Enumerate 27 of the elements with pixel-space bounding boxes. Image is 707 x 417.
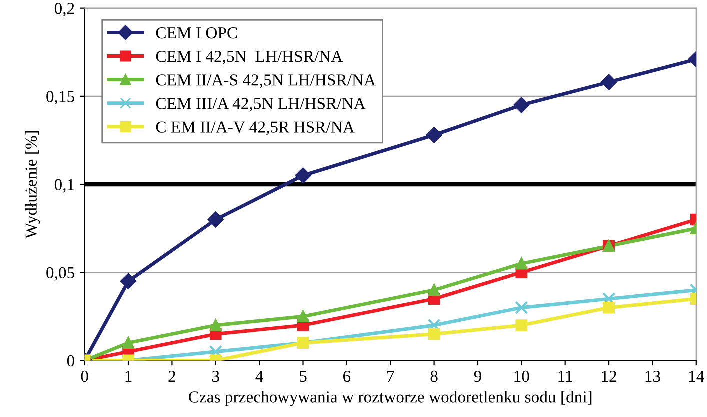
y-tick-label: 0,05	[46, 267, 74, 281]
y-tick-label: 0,2	[54, 3, 74, 17]
x-axis-title: Czas przechowywania w roztworze wodoretlenku sodu [dni]	[189, 391, 592, 406]
legend-label: CEM I 42,5N LH/HSR/NA	[156, 51, 344, 65]
y-axis-title: Wydłużenie [%]	[25, 131, 40, 239]
legend-label: CEM II/A-S 42,5N LH/HSR/NA	[156, 74, 376, 88]
x-tick-label: 7	[388, 371, 394, 382]
x-tick-label: 14	[690, 370, 704, 382]
x-tick-label: 10	[514, 370, 530, 382]
x-tick-label: 12	[602, 370, 616, 382]
x-tick-label: 11	[558, 370, 572, 382]
legend-label: CEM I OPC	[156, 27, 238, 39]
x-tick-label: 13	[646, 370, 660, 382]
x-tick-label: 4	[256, 371, 264, 382]
legend-label: CEM III/A 42,5N LH/HSR/NA	[156, 98, 366, 112]
y-tick-label: 0	[67, 355, 74, 367]
x-tick-label: 5	[300, 371, 307, 382]
legend-label: C EM II/A-V 42,5R HSR/NA	[156, 122, 355, 136]
x-tick-label: 0	[81, 370, 88, 382]
y-tick-label: 0,1	[54, 179, 74, 193]
x-tick-label: 1	[126, 370, 132, 382]
x-tick-label: 9	[474, 370, 482, 382]
x-tick-label: 3	[212, 370, 220, 382]
x-tick-label: 6	[343, 370, 351, 382]
y-tick-label: 0,15	[46, 91, 74, 105]
x-tick-label: 2	[168, 370, 176, 382]
x-tick-label: 8	[430, 370, 438, 382]
